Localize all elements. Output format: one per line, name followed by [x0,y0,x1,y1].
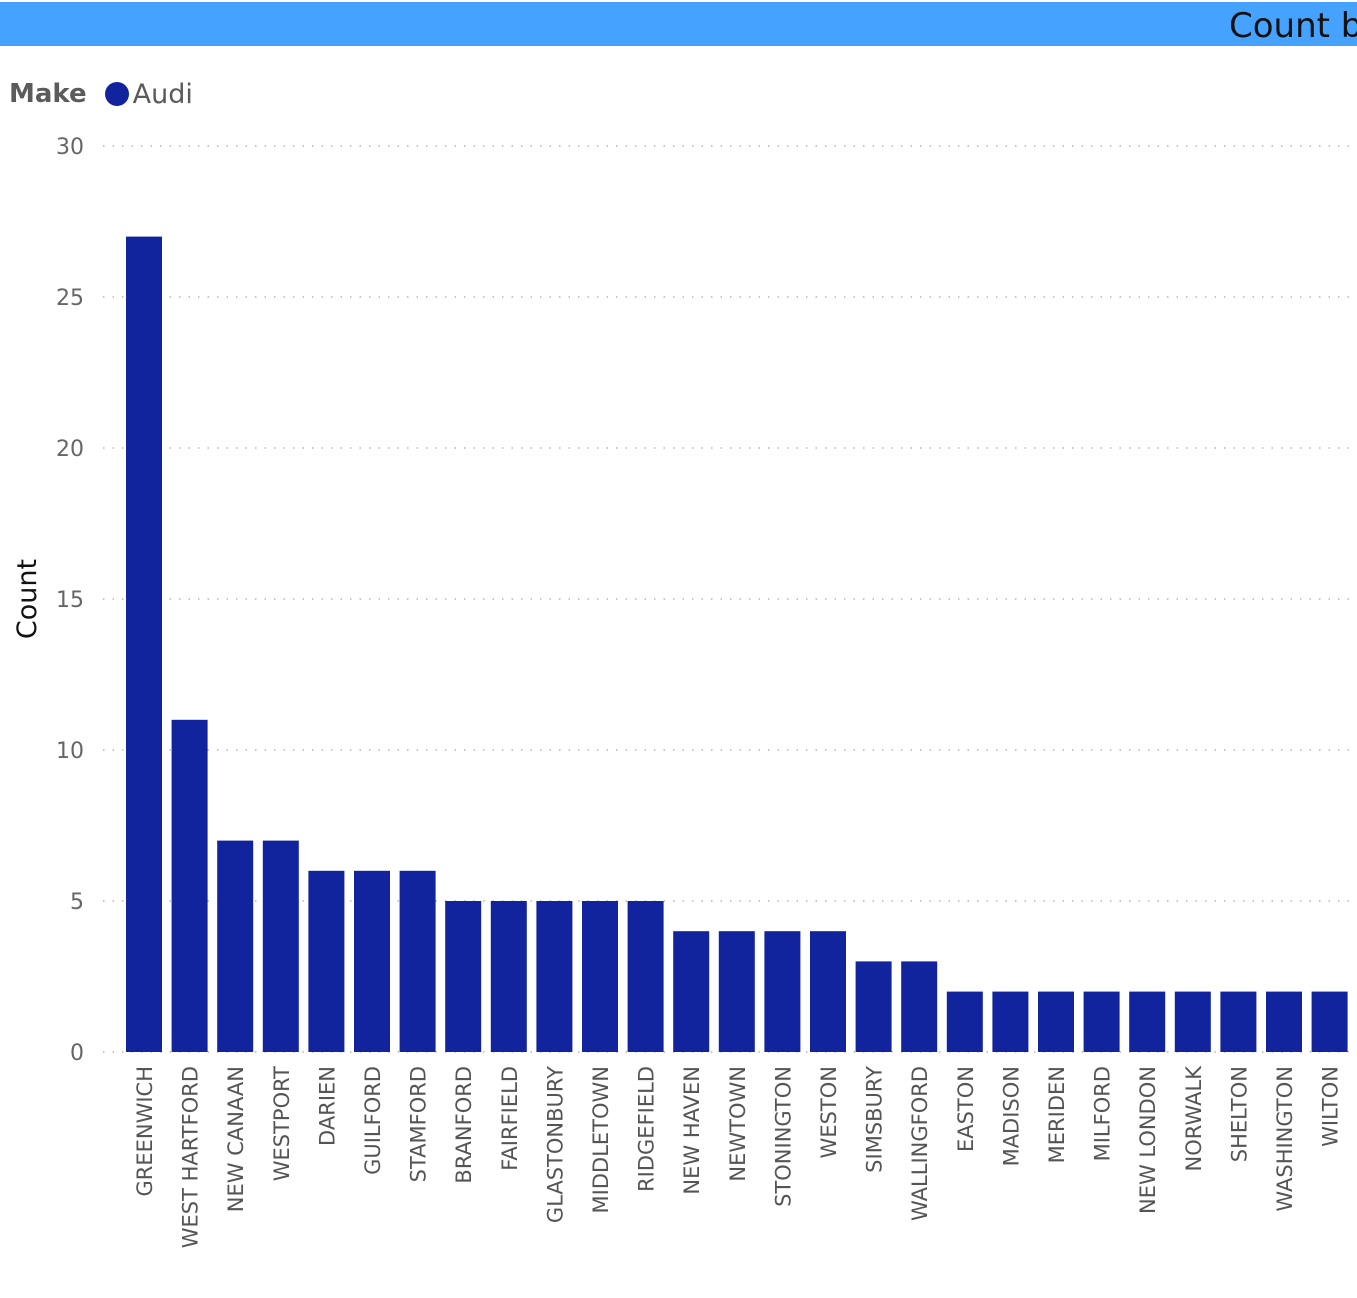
bar-shelton[interactable] [1220,991,1257,1052]
bar-new-haven[interactable] [673,931,710,1052]
x-tick-label: DARIEN [315,1066,339,1146]
bar-westport[interactable] [262,840,299,1052]
y-tick-label: 5 [70,890,84,915]
x-tick-label: NEW CANAAN [224,1066,248,1212]
x-axis-labels: GREENWICH WEST HARTFORD NEW CANAAN WESTPORT… [133,1065,1343,1249]
y-axis-label: Count [12,559,43,639]
x-tick-label: NEWTOWN [726,1066,750,1182]
x-tick-label: SIMSBURY [863,1066,887,1173]
y-tick-label: 10 [56,739,84,764]
bars [126,236,1348,1053]
x-tick-label: NORWALK [1182,1065,1206,1172]
bar-greenwich[interactable] [126,236,162,1053]
bar-stamford[interactable] [399,870,436,1052]
bar-new-canaan[interactable] [217,840,254,1052]
x-tick-label: WEST HARTFORD [179,1066,203,1248]
x-tick-label: NEW LONDON [1136,1066,1160,1214]
x-tick-label: GREENWICH [133,1066,157,1197]
x-tick-label: WILTON [1319,1066,1343,1147]
x-tick-label: GUILFORD [361,1066,385,1175]
chart-title-bar: Count b [0,2,1357,46]
bar-glastonbury[interactable] [536,901,573,1052]
bar-weston[interactable] [810,931,846,1052]
x-tick-label: WESTON [817,1066,841,1158]
bar-branford[interactable] [445,901,482,1052]
x-tick-label: WASHINGTON [1273,1066,1297,1212]
bar-norwalk[interactable] [1174,991,1211,1052]
bar-milford[interactable] [1083,991,1120,1052]
x-tick-label: NEW HAVEN [680,1066,704,1195]
x-tick-label: MADISON [999,1066,1023,1166]
legend-title: Make [9,79,87,109]
x-tick-label: STONINGTON [771,1066,795,1207]
bar-west-hartford[interactable] [171,719,208,1052]
x-tick-label: WESTPORT [270,1066,294,1181]
bar-wallingford[interactable] [901,961,938,1052]
bar-newtown[interactable] [718,931,755,1052]
y-axis-ticks: 0 5 10 15 20 25 30 [56,135,84,1066]
x-tick-label: GLASTONBURY [543,1066,567,1223]
bar-ridgefield[interactable] [627,901,664,1052]
bar-middletown[interactable] [582,901,618,1052]
x-tick-label: STAMFORD [407,1066,431,1182]
bar-fairfield[interactable] [490,901,527,1052]
x-tick-label: FAIRFIELD [498,1066,522,1171]
bar-guilford[interactable] [354,870,390,1052]
x-tick-label: MIDDLETOWN [589,1066,613,1213]
x-tick-label: MERIDEN [1045,1066,1069,1163]
legend: Make Audi [9,74,193,114]
bar-new-london[interactable] [1129,991,1166,1052]
y-tick-label: 15 [56,588,84,613]
y-tick-label: 30 [56,135,84,160]
x-tick-label: BRANFORD [452,1066,476,1184]
bar-simsbury[interactable] [855,961,892,1052]
x-tick-label: RIDGEFIELD [635,1066,659,1192]
x-tick-label: EASTON [954,1066,978,1152]
chart-title: Count b [1229,6,1357,46]
bar-easton[interactable] [946,991,983,1052]
x-tick-label: WALLINGFORD [908,1066,932,1221]
legend-label: Audi [132,78,193,110]
y-tick-label: 0 [70,1041,84,1066]
bar-darien[interactable] [308,870,345,1052]
bar-wilton[interactable] [1311,991,1348,1052]
bar-stonington[interactable] [764,931,801,1052]
legend-item-audi[interactable]: Audi [104,78,193,110]
bar-meriden[interactable] [1038,991,1074,1052]
y-tick-label: 25 [56,286,84,311]
bar-washington[interactable] [1266,991,1302,1052]
bar-madison[interactable] [992,991,1029,1052]
y-tick-label: 20 [56,437,84,462]
x-tick-label: SHELTON [1227,1066,1251,1162]
x-tick-label: MILFORD [1091,1066,1115,1161]
legend-marker-icon [104,82,129,106]
